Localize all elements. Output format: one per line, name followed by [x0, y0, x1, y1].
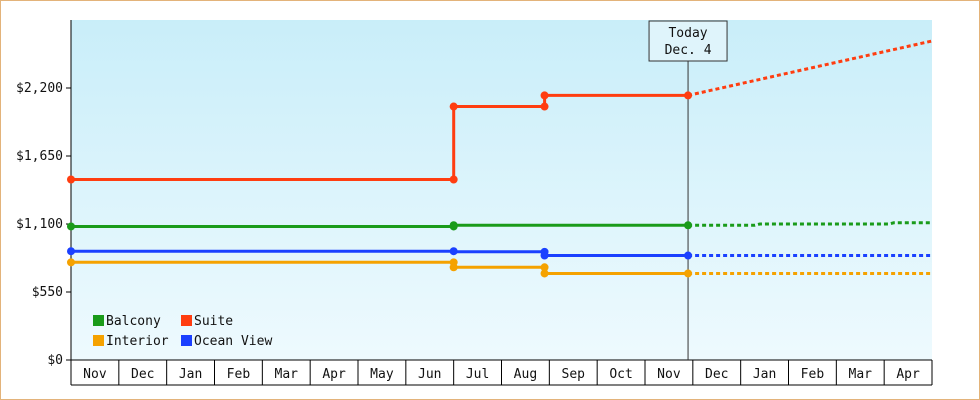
data-point-ocean-view[interactable]: [449, 247, 458, 256]
data-point-suite[interactable]: [449, 102, 458, 111]
y-tick-label: $2,200: [16, 81, 63, 96]
today-label: Today: [668, 26, 707, 41]
data-point-suite[interactable]: [449, 175, 458, 184]
legend-label: Suite: [194, 314, 233, 329]
x-tick-label: May: [370, 367, 394, 382]
legend-label: Interior: [106, 334, 169, 349]
data-point-balcony[interactable]: [684, 221, 693, 230]
legend-item-interior: Interior: [93, 334, 169, 349]
legend-item-ocean-view: Ocean View: [181, 334, 272, 349]
today-date: Dec. 4: [665, 43, 712, 58]
data-point-interior[interactable]: [67, 258, 75, 267]
today-box: [648, 20, 728, 62]
data-point-interior[interactable]: [684, 269, 693, 278]
y-tick-label: $550: [32, 285, 63, 300]
x-tick-label: Apr: [322, 367, 346, 382]
legend-item-balcony: Balcony: [93, 314, 161, 329]
series-line-interior: [71, 260, 689, 275]
x-tick-label: Oct: [609, 367, 632, 382]
y-tick-label: $1,100: [16, 217, 63, 232]
data-point-suite[interactable]: [540, 102, 549, 111]
x-tick-label: Jul: [466, 367, 489, 382]
y-tick-label: $1,650: [16, 149, 63, 164]
data-point-suite[interactable]: [540, 91, 549, 100]
x-tick-label: Feb: [227, 367, 251, 382]
data-point-ocean-view[interactable]: [684, 251, 693, 260]
x-tick-label: Mar: [849, 367, 873, 382]
data-point-interior[interactable]: [540, 263, 549, 272]
x-tick-label: Aug: [514, 367, 537, 382]
legend-label: Ocean View: [194, 334, 272, 349]
legend-item-suite: Suite: [181, 314, 233, 329]
x-tick-label: Jan: [753, 367, 776, 382]
x-tick-label: Sep: [562, 367, 586, 382]
data-point-ocean-view[interactable]: [67, 247, 75, 256]
data-point-interior[interactable]: [540, 269, 549, 278]
x-tick-label: Jun: [418, 367, 441, 382]
legend-swatch: [181, 335, 192, 346]
x-tick-label: Dec: [131, 367, 154, 382]
data-point-suite[interactable]: [67, 175, 75, 184]
data-point-suite[interactable]: [684, 91, 693, 100]
x-tick-label: Nov: [83, 367, 107, 382]
legend-swatch: [93, 315, 104, 326]
x-tick-label: Dec: [705, 367, 728, 382]
x-tick-label: Apr: [896, 367, 920, 382]
legend-swatch: [181, 315, 192, 326]
data-point-balcony[interactable]: [67, 222, 75, 231]
legend-swatch: [93, 335, 104, 346]
data-point-interior[interactable]: [449, 263, 458, 272]
legend-label: Balcony: [106, 314, 161, 329]
x-tick-label: Jan: [179, 367, 202, 382]
forecast-line-balcony: [688, 221, 932, 227]
data-point-ocean-view[interactable]: [540, 251, 549, 260]
series-line-ocean-view: [71, 249, 689, 257]
series-line-balcony: [71, 223, 689, 228]
x-tick-label: Feb: [801, 367, 825, 382]
plot-area: [71, 20, 932, 360]
x-tick-label: Nov: [657, 367, 681, 382]
data-point-balcony[interactable]: [449, 221, 458, 230]
x-tick-label: Mar: [275, 367, 299, 382]
y-tick-label: $0: [47, 353, 63, 368]
